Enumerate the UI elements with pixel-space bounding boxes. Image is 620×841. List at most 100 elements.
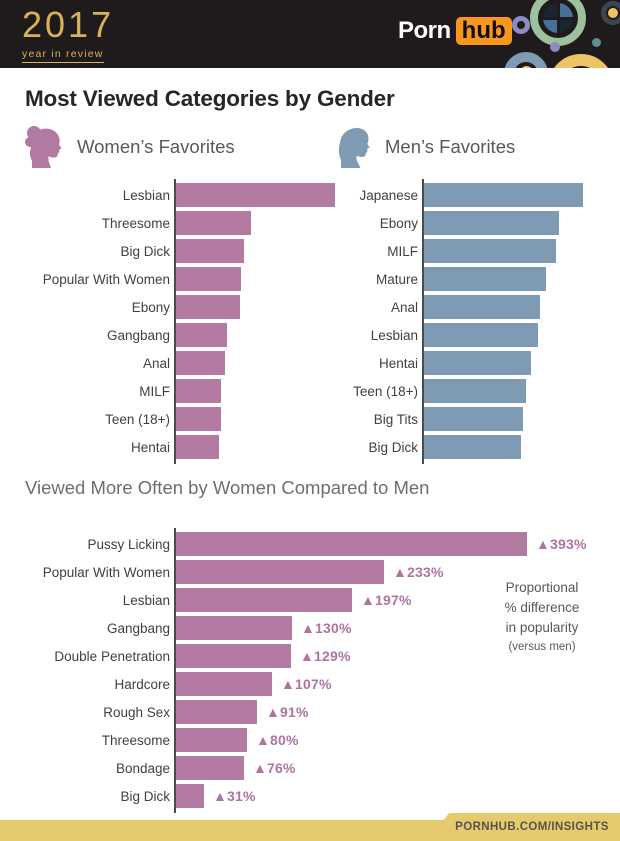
category-label: Gangbang xyxy=(106,620,170,636)
bar-row: Rough Sex ▲91% xyxy=(0,698,620,726)
decorative-blue-ring-icon xyxy=(504,52,548,68)
bar-row: Ebony xyxy=(0,293,345,321)
bar xyxy=(424,183,583,207)
bar-row: Teen (18+) xyxy=(0,405,345,433)
category-label: Lesbian xyxy=(122,592,170,608)
category-label: Threesome xyxy=(101,215,170,231)
bar-row: MILF xyxy=(0,377,345,405)
legend-women-label: Women’s Favorites xyxy=(77,136,235,157)
bar-row: Popular With Women xyxy=(0,265,345,293)
bar xyxy=(424,239,556,263)
bar-row: Mature xyxy=(330,265,620,293)
bar-row: Big Dick xyxy=(0,237,345,265)
value-label: ▲233% xyxy=(393,564,444,580)
women-favorites-chart: Lesbian Threesome Big Dick Popular With Wom… xyxy=(0,181,345,461)
bar-row: Lesbian xyxy=(330,321,620,349)
category-label: Hentai xyxy=(130,439,170,455)
legend-men-label: Men’s Favorites xyxy=(385,136,516,157)
category-label: Teen (18+) xyxy=(105,411,170,427)
category-label: MILF xyxy=(387,243,418,259)
bar-row: Lesbian ▲197% xyxy=(0,586,620,614)
bar-row: Double Penetration ▲129% xyxy=(0,642,620,670)
note-line: Proportional xyxy=(505,580,579,595)
bar xyxy=(176,644,291,668)
men-chart-axis xyxy=(422,179,424,464)
category-label: Mature xyxy=(375,271,418,287)
bar-row: Threesome xyxy=(0,209,345,237)
category-label: Hentai xyxy=(378,355,418,371)
note-line: % difference xyxy=(504,600,580,615)
bar xyxy=(176,672,272,696)
bar-row: Anal xyxy=(330,293,620,321)
bar-row: Ebony xyxy=(330,209,620,237)
bar xyxy=(176,295,240,319)
bottom-chart-axis xyxy=(174,528,176,813)
value-label: ▲91% xyxy=(266,704,309,720)
note-line: in popularity xyxy=(505,620,579,635)
legend-men: Men’s Favorites xyxy=(330,124,515,170)
category-label: Bondage xyxy=(115,760,170,776)
bar xyxy=(424,267,546,291)
bar xyxy=(176,211,251,235)
bar-row: Japanese xyxy=(330,181,620,209)
category-label: Threesome xyxy=(101,732,170,748)
value-label: ▲31% xyxy=(213,788,256,804)
bar xyxy=(176,267,241,291)
bar-row: Hentai xyxy=(0,433,345,461)
bar-row: Anal xyxy=(0,349,345,377)
bar-row: Popular With Women ▲233% xyxy=(0,558,620,586)
bar xyxy=(176,560,384,584)
bar xyxy=(176,756,244,780)
bar-row: Gangbang ▲130% xyxy=(0,614,620,642)
bar-row: Big Tits xyxy=(330,405,620,433)
bar xyxy=(424,351,531,375)
decorative-target-icon xyxy=(543,3,573,33)
category-label: Big Tits xyxy=(373,411,418,427)
category-label: Big Dick xyxy=(120,788,170,804)
decorative-gold-dot-icon xyxy=(608,8,618,18)
pornhub-logo: Porn hub xyxy=(398,17,512,45)
bar-row: Big Dick xyxy=(330,433,620,461)
category-label: Rough Sex xyxy=(103,704,170,720)
bar-row: Hentai xyxy=(330,349,620,377)
bar xyxy=(176,532,527,556)
category-label: Popular With Women xyxy=(42,271,170,287)
bar xyxy=(176,588,352,612)
woman-silhouette-icon xyxy=(25,126,62,168)
page-title: Most Viewed Categories by Gender xyxy=(25,86,395,111)
footer-site-link[interactable]: PORNHUB.COM/INSIGHTS xyxy=(428,813,620,841)
bar xyxy=(176,407,221,431)
value-label: ▲76% xyxy=(253,760,296,776)
bar xyxy=(176,784,204,808)
man-silhouette-icon xyxy=(338,128,370,168)
bar xyxy=(176,616,292,640)
bar xyxy=(176,379,221,403)
decorative-teal-dot-icon xyxy=(592,38,601,47)
bar-row: Gangbang xyxy=(0,321,345,349)
bar-row: Hardcore ▲107% xyxy=(0,670,620,698)
logo-year-text: 2017 xyxy=(22,4,115,45)
category-label: Hardcore xyxy=(114,676,170,692)
category-label: Lesbian xyxy=(370,327,418,343)
bar xyxy=(176,435,219,459)
brand-porn-text: Porn xyxy=(398,17,451,44)
category-label: Popular With Women xyxy=(42,564,170,580)
bar xyxy=(424,379,526,403)
bar xyxy=(424,211,559,235)
bar xyxy=(176,183,335,207)
bar xyxy=(424,435,521,459)
category-label: Big Dick xyxy=(120,243,170,259)
bar xyxy=(176,323,227,347)
bar-row: Lesbian xyxy=(0,181,345,209)
category-label: Lesbian xyxy=(122,187,170,203)
bottom-chart-title: Viewed More Often by Women Compared to M… xyxy=(25,477,430,498)
category-label: Ebony xyxy=(379,215,418,231)
year-in-review-logo: 2017 year in review xyxy=(22,6,114,63)
decorative-purple-ring-icon xyxy=(512,16,530,34)
value-label: ▲130% xyxy=(301,620,352,636)
bar-row: Bondage ▲76% xyxy=(0,754,620,782)
decorative-dark-ring-icon xyxy=(601,1,620,25)
header-bar: 2017 year in review Porn hub xyxy=(0,0,620,68)
value-label: ▲129% xyxy=(300,648,351,664)
bar xyxy=(176,351,225,375)
